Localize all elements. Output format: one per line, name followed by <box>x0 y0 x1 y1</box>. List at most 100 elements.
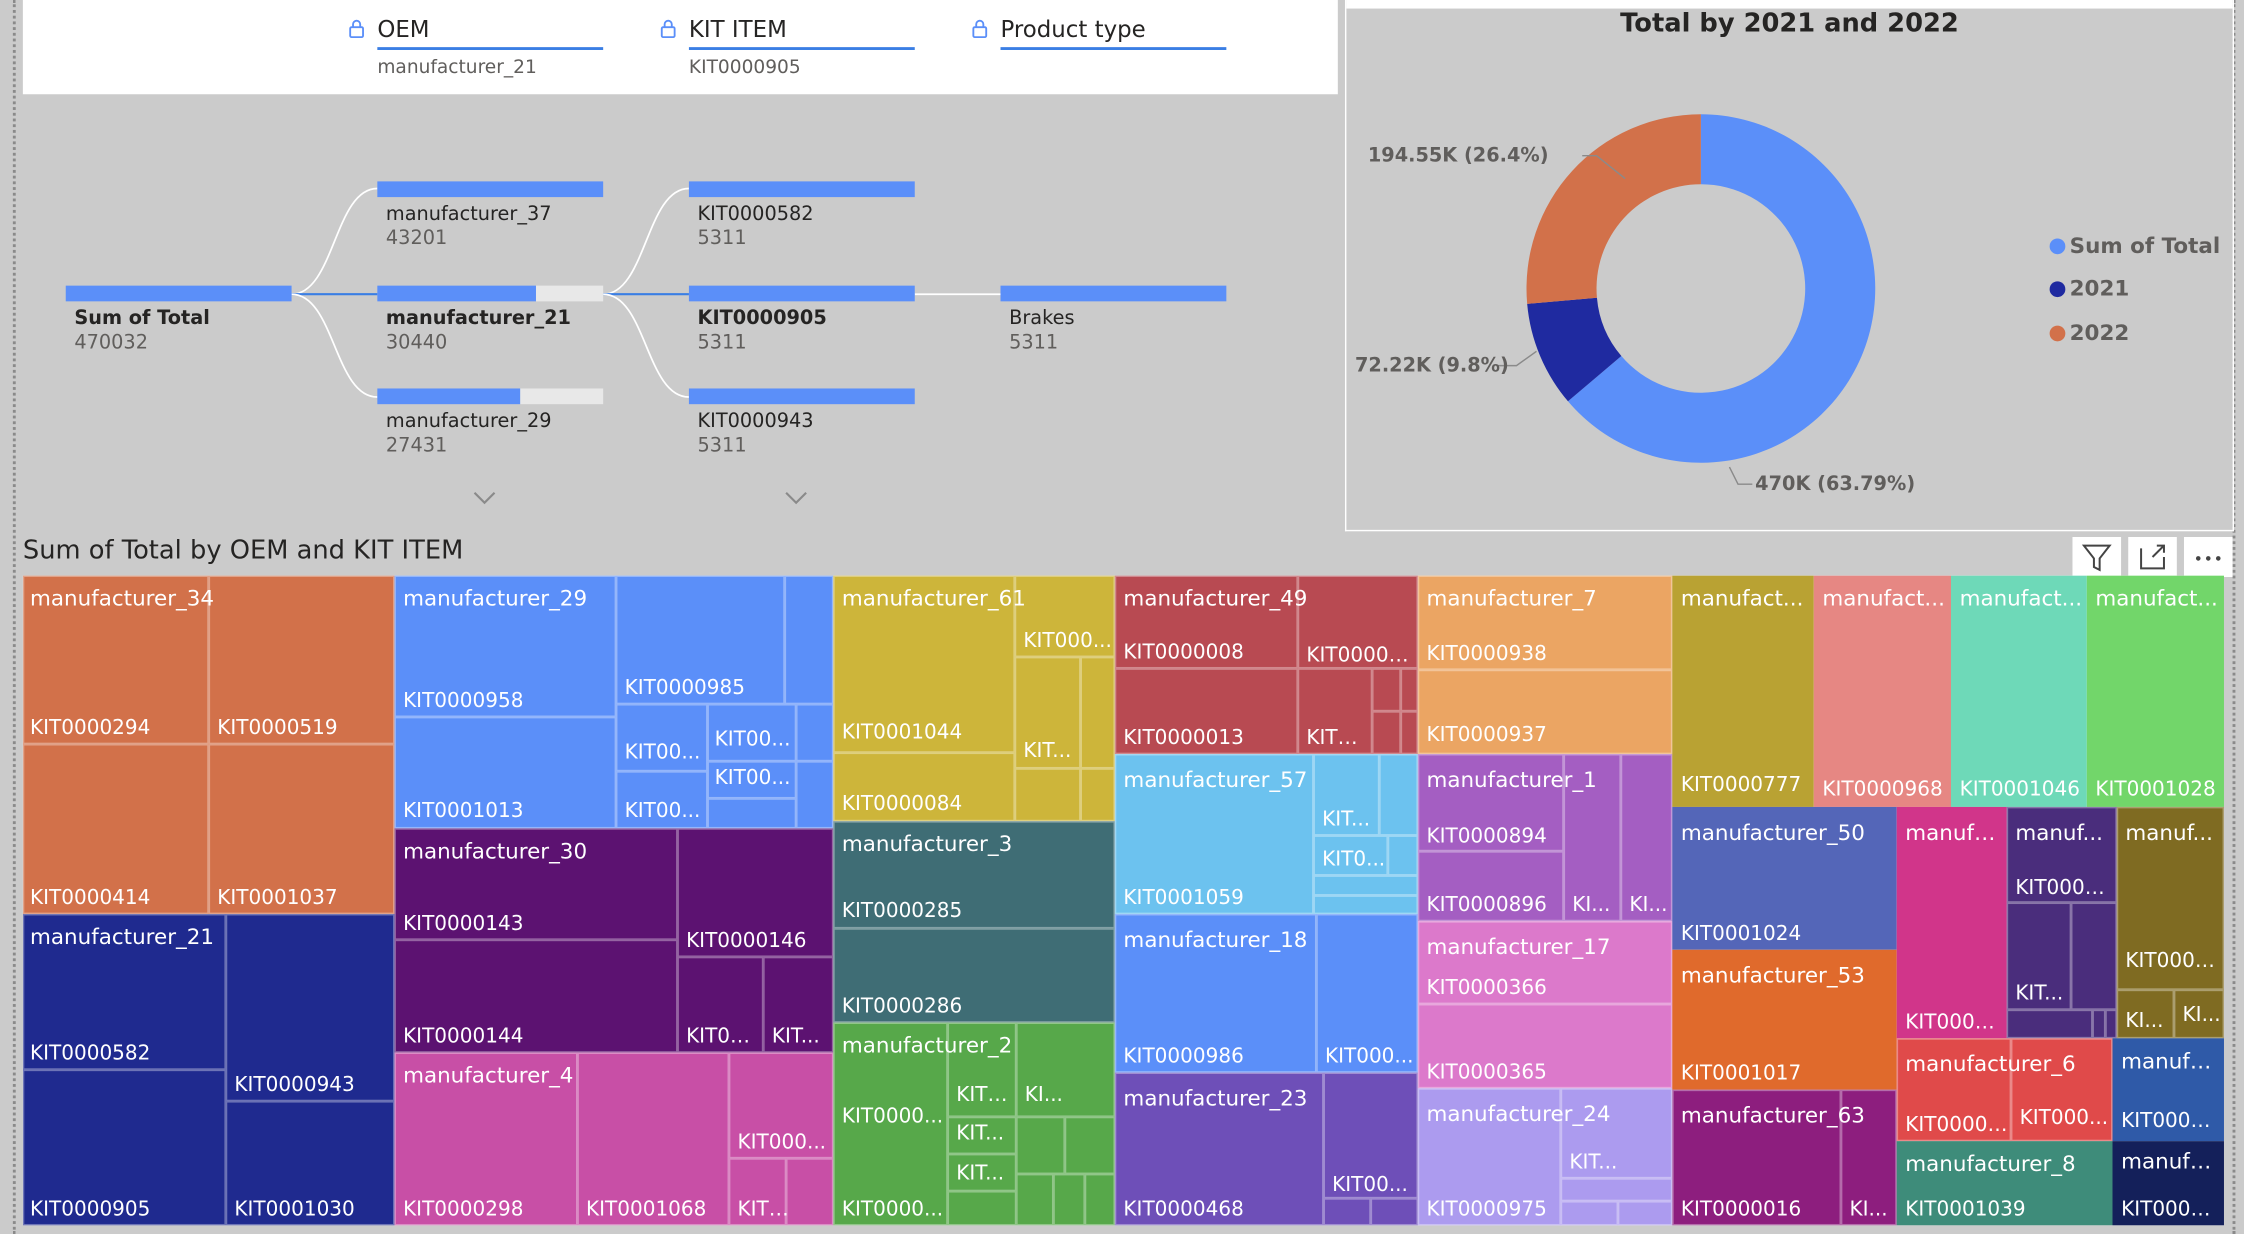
treemap-cell[interactable] <box>1313 875 1418 896</box>
treemap-cell[interactable] <box>1313 835 1388 876</box>
treemap-group[interactable]: manufacturer_8 KIT0001039 <box>1896 1141 2113 1226</box>
treemap-cell[interactable] <box>616 704 708 772</box>
treemap-cell[interactable] <box>1417 1004 1673 1089</box>
treemap-cell[interactable] <box>225 1101 395 1226</box>
treemap-cell[interactable] <box>1417 1088 1561 1226</box>
treemap-cell[interactable] <box>1417 851 1564 922</box>
treemap-cell[interactable] <box>1323 1072 1418 1199</box>
treemap-group[interactable]: manufacturer_2 KIT0000... KIT0... KI... … <box>833 1022 1115 1226</box>
treemap-cell[interactable] <box>394 1052 578 1226</box>
treemap-group[interactable]: manufacturer_18 KIT0000986 KIT000... <box>1114 914 1418 1073</box>
treemap-cell[interactable] <box>1417 669 1673 755</box>
chevron-down-icon[interactable] <box>473 491 496 505</box>
treemap-group[interactable]: manufacturer_1 KIT0000894 KIT0000896 KI.… <box>1417 754 1673 922</box>
treemap-cell[interactable] <box>1114 1072 1324 1226</box>
treemap-cell[interactable] <box>833 575 1015 753</box>
treemap-cell[interactable] <box>1560 1178 1673 1202</box>
treemap-cell[interactable] <box>1114 575 1298 669</box>
treemap-cell[interactable] <box>707 798 797 829</box>
slicer-product-field[interactable] <box>1000 47 1227 50</box>
treemap-group[interactable]: manufacturer_29 KIT0000958 KIT0000985 KI… <box>394 575 834 829</box>
legend-item-2022[interactable]: 2022 <box>2049 320 2129 346</box>
treemap-cell[interactable] <box>208 744 395 915</box>
treemap-group[interactable]: manufa... KIT0000... <box>2112 1141 2224 1226</box>
treemap-cell[interactable] <box>1014 575 1115 657</box>
treemap-cell[interactable] <box>728 1158 787 1226</box>
treemap-group[interactable]: manufact... KIT0000968 <box>1813 575 1951 807</box>
treemap-group[interactable]: manufacturer_3 KIT0000285 KIT0000286 <box>833 821 1115 1023</box>
treemap-cell[interactable] <box>22 1069 226 1226</box>
treemap-group[interactable]: manufact... KIT0001046 <box>1950 575 2087 807</box>
treemap-group[interactable]: manuf... KIT0001... KIT... <box>2006 806 2117 1039</box>
treemap-group[interactable]: manufacturer_6 KIT00008... KIT000... <box>1896 1038 2113 1142</box>
tree-node-bar-selected[interactable] <box>377 285 536 302</box>
treemap-cell[interactable] <box>833 1022 948 1226</box>
treemap-cell[interactable] <box>1672 1089 1841 1226</box>
treemap-cell[interactable] <box>1896 1038 2012 1142</box>
treemap-cell[interactable] <box>2092 1009 2106 1039</box>
treemap-cell[interactable] <box>22 744 209 915</box>
tree-node-bar[interactable] <box>377 388 521 405</box>
focus-mode-button[interactable] <box>2128 537 2177 577</box>
treemap-group[interactable]: manufa... KIT0000... <box>2112 1038 2224 1142</box>
treemap-cell[interactable] <box>1417 921 1673 1005</box>
treemap-cell[interactable] <box>1313 754 1380 836</box>
treemap-cell[interactable] <box>677 828 834 957</box>
legend-item-2021[interactable]: 2021 <box>2049 276 2129 301</box>
donut-slice-2021[interactable] <box>1527 297 1622 402</box>
treemap-cell[interactable] <box>833 821 1115 929</box>
treemap-group[interactable]: manufacturer_49 KIT0000008 KIT00009... K… <box>1114 575 1418 755</box>
tree-node-bar[interactable] <box>377 181 604 198</box>
treemap-cell[interactable] <box>786 1158 834 1226</box>
treemap-cell[interactable] <box>208 575 395 745</box>
treemap-cell[interactable] <box>1114 754 1314 915</box>
tree-node-bar[interactable] <box>688 181 915 198</box>
treemap-cell[interactable] <box>1620 754 1673 922</box>
treemap-cell[interactable] <box>1114 668 1298 755</box>
treemap-cell[interactable] <box>2011 1038 2113 1142</box>
treemap-cell[interactable] <box>1372 711 1401 755</box>
treemap-cell[interactable] <box>1014 768 1081 822</box>
treemap-cell[interactable] <box>616 575 785 705</box>
treemap-cell[interactable] <box>796 704 834 762</box>
treemap-cell[interactable] <box>1379 754 1418 836</box>
treemap-cell[interactable] <box>677 956 764 1053</box>
treemap-cell[interactable] <box>947 1116 1017 1154</box>
treemap-group[interactable]: manufacturer_7 KIT0000938 KIT0000937 <box>1417 575 1673 755</box>
treemap-cell[interactable] <box>1114 914 1317 1073</box>
treemap-cell[interactable] <box>394 575 617 717</box>
treemap-cell[interactable] <box>1417 754 1564 852</box>
treemap-cell[interactable] <box>1297 668 1373 755</box>
treemap-group[interactable]: manufact... KIT0000777 <box>1672 575 1814 807</box>
treemap-cell[interactable] <box>616 771 708 829</box>
treemap[interactable]: manufacturer_34 KIT0000294 KIT0000519 KI… <box>22 575 2224 1226</box>
slicer-kit-value[interactable]: KIT0000905 <box>688 57 801 79</box>
treemap-cell[interactable] <box>1372 668 1401 712</box>
treemap-cell[interactable] <box>577 1052 729 1226</box>
treemap-cell[interactable] <box>1417 575 1673 670</box>
treemap-group[interactable]: manufacturer_34 KIT0000294 KIT0000519 KI… <box>22 575 395 915</box>
donut-slice-sum[interactable] <box>1567 114 1876 463</box>
treemap-cell[interactable] <box>1014 656 1081 769</box>
treemap-cell[interactable] <box>1400 668 1418 712</box>
treemap-cell[interactable] <box>2006 806 2117 903</box>
chevron-down-icon[interactable] <box>785 491 808 505</box>
treemap-cell[interactable] <box>1560 1201 1618 1226</box>
treemap-cell[interactable] <box>1016 1022 1115 1117</box>
treemap-cell[interactable] <box>22 575 209 745</box>
treemap-group[interactable]: manufact... KIT0001028 <box>2086 575 2224 807</box>
donut-chart[interactable] <box>1345 0 2234 531</box>
treemap-group[interactable]: manufacturer_23 KIT0000468 KIT00... <box>1114 1072 1418 1226</box>
tree-root-bar[interactable] <box>65 285 292 302</box>
treemap-cell[interactable] <box>2116 989 2174 1039</box>
treemap-cell[interactable] <box>833 752 1015 822</box>
treemap-cell[interactable] <box>1323 1198 1371 1226</box>
treemap-cell[interactable] <box>2006 902 2072 1010</box>
treemap-cell[interactable] <box>796 761 834 829</box>
treemap-cell[interactable] <box>2116 806 2224 990</box>
treemap-cell[interactable] <box>1297 575 1418 669</box>
treemap-group[interactable]: manufacturer_17 KIT0000366 KIT0000365 <box>1417 921 1673 1089</box>
slicer-kit-field[interactable] <box>688 47 915 50</box>
treemap-cell[interactable] <box>707 704 797 762</box>
treemap-cell[interactable] <box>1563 754 1621 922</box>
